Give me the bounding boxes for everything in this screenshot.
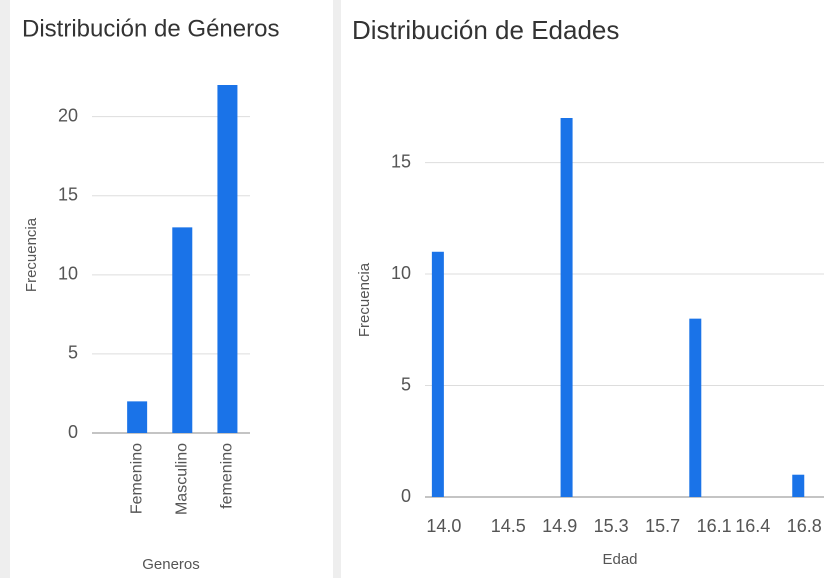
y-axis-label: Frecuencia [23, 217, 40, 292]
y-tick-label: 15 [58, 184, 78, 204]
x-tick-label: 15.7 [645, 516, 680, 536]
y-tick-label: 0 [68, 422, 78, 442]
y-tick-label: 5 [68, 343, 78, 363]
x-tick-label: 15.3 [594, 516, 629, 536]
bar [560, 118, 573, 497]
x-tick-label: 16.8 [787, 516, 822, 536]
y-tick-label: 15 [391, 151, 411, 171]
x-tick-label: 16.1 [697, 516, 732, 536]
x-tick-label: 14.0 [426, 516, 461, 536]
y-axis-label: Frecuencia [356, 262, 373, 337]
x-axis-label: Generos [142, 556, 200, 573]
x-tick-label: 14.5 [491, 516, 526, 536]
x-tick-label: femenino [219, 443, 236, 509]
bar [172, 227, 193, 433]
bar [431, 251, 444, 497]
y-tick-label: 10 [58, 264, 78, 284]
chart-title: Distribución de Edades [352, 15, 619, 45]
chart-title: Distribución de Géneros [22, 15, 279, 42]
y-tick-label: 20 [58, 105, 78, 125]
y-tick-label: 0 [401, 486, 411, 506]
x-tick-label: 14.9 [542, 516, 577, 536]
bar [217, 85, 238, 433]
y-tick-label: 5 [401, 374, 411, 394]
x-tick-label: Masculino [174, 443, 191, 515]
x-axis-label: Edad [602, 551, 637, 568]
panel [341, 0, 824, 578]
bar [127, 401, 148, 433]
x-tick-label: 16.4 [735, 516, 770, 536]
bar [689, 318, 702, 497]
bar [792, 474, 805, 497]
panel [10, 0, 333, 578]
y-tick-label: 10 [391, 263, 411, 283]
x-tick-label: Femenino [128, 443, 145, 514]
